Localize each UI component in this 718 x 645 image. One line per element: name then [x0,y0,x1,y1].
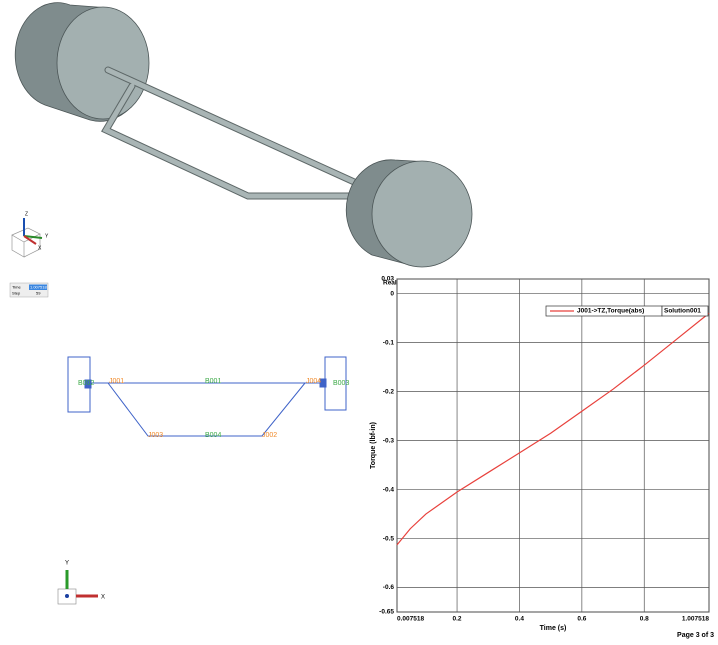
wheel-left-face [57,7,149,119]
readout-value: 1.007518 [30,285,47,290]
y-tick-label: -0.2 [383,388,395,395]
x-tick-label: 0.8 [640,616,649,623]
triad-bottom: Y X [58,561,105,604]
y-axis-label: Torque (lbf-in) [370,422,377,469]
x-tick-label: 0.4 [515,616,524,623]
axis-label: X [101,595,105,601]
x-tick-label: 1.007518 [682,616,709,623]
axis-label: X [38,245,42,251]
axis-label: Z [25,211,28,217]
joint-label: J004 [306,378,321,385]
chart: 0.030-0.1-0.2-0.3-0.4-0.5-0.6-0.650.0075… [370,276,710,632]
schematic [68,357,346,436]
body-label: B004 [205,432,221,439]
readout-label: Time [12,285,22,290]
screen: Z Y X Time 1.007518 Step 59 B002 B001 B0… [0,0,718,640]
rods [106,70,385,196]
y-tick-label: -0.3 [383,437,395,444]
readout: Time 1.007518 Step 59 [10,283,48,297]
model [15,3,472,267]
x-axis-label: Time (s) [540,625,567,632]
x-tick-label: 0.007518 [397,616,424,623]
body-label: B001 [205,378,221,385]
corner-label: Real [383,280,397,287]
y-tick-label: -0.6 [383,584,395,591]
y-tick-label: -0.5 [383,535,395,542]
joint-label: J001 [109,378,124,385]
joint-label: J002 [262,432,277,439]
readout-label: Step [12,291,21,296]
x-tick-label: 0.6 [577,616,586,623]
schematic-labels: B002 B001 B003 B004 J001 J004 J003 J002 [78,378,349,439]
y-tick-label: -0.65 [379,609,394,616]
axis-label: Y [45,233,49,239]
y-tick-label: -0.4 [383,486,395,493]
triad-top: Z Y X [12,211,49,257]
legend-source: Solution001 [664,308,701,315]
axis-label: Y [65,561,69,567]
body-label: B003 [333,380,349,387]
readout-value: 59 [36,291,41,296]
x-tick-label: 0.2 [453,616,462,623]
y-tick-label: 0 [390,290,394,297]
plot-area [397,279,709,612]
page: Z Y X Time 1.007518 Step 59 B002 B001 B0… [0,0,718,640]
page-label: Page 3 of 3 [677,632,714,639]
legend-label: J001->TZ,Torque(abs) [577,308,644,315]
body-label: B002 [78,380,94,387]
wheel-right-face [372,161,472,267]
y-tick-label: -0.1 [383,339,395,346]
joint-label: J003 [148,432,163,439]
